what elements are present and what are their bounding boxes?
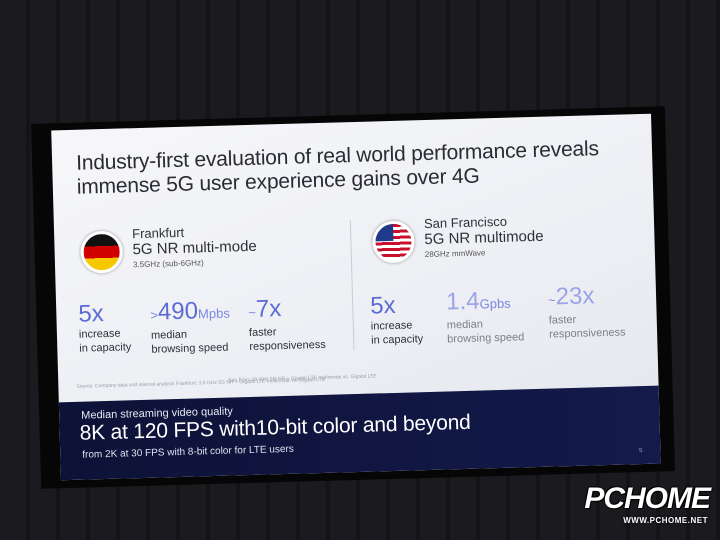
pchome-watermark: PCHOME WWW.PCHOME.NET xyxy=(575,482,711,530)
stat-value: ~7x xyxy=(248,295,282,323)
san-francisco-mode: 5G NR multimode xyxy=(424,227,544,249)
frankfurt-stat-responsiveness: ~7x faster responsiveness xyxy=(248,295,326,354)
frankfurt-mode: 5G NR multi-mode xyxy=(132,237,257,259)
watermark-logo: PCHOME xyxy=(584,482,711,515)
flag-canton xyxy=(374,223,394,242)
stat-label: median browsing speed xyxy=(150,328,229,356)
stat-label: median browsing speed xyxy=(446,318,525,346)
stat-value: ~23x xyxy=(547,282,595,311)
stat-label: increase in capacity xyxy=(78,327,132,355)
stat-label: faster responsiveness xyxy=(248,326,326,353)
frankfurt-city-name: Frankfurt xyxy=(131,224,185,242)
frankfurt-band: 3.5GHz (sub-6GHz) xyxy=(132,258,204,270)
sf-stat-responsiveness: ~23x faster responsiveness xyxy=(547,282,626,342)
sf-stat-speed: 1.4Gpbs median browsing speed xyxy=(446,287,525,346)
stat-label: increase in capacity xyxy=(370,319,424,347)
stat-value: 5x xyxy=(369,291,396,320)
tv-screen: Industry-first evaluation of real world … xyxy=(51,113,661,481)
sf-stat-capacity: 5x increase in capacity xyxy=(370,292,423,347)
germany-flag-icon xyxy=(80,230,124,274)
san-francisco-band: 28GHz mmWave xyxy=(424,248,486,260)
stat-value: 1.4Gpbs xyxy=(445,287,511,316)
stat-label: faster responsiveness xyxy=(548,313,626,341)
column-divider xyxy=(349,220,355,351)
watermark-url: WWW.PCHOME.NET xyxy=(623,516,708,525)
usa-flag-icon xyxy=(371,220,416,264)
stat-value: >490Mpbs xyxy=(150,297,231,326)
stat-value: 5x xyxy=(77,300,105,328)
slide-title: Industry-first evaluation of real world … xyxy=(75,137,600,199)
banner-footnote: from 2K at 30 FPS with 8-bit color for L… xyxy=(82,443,294,461)
frankfurt-stat-speed: >490Mpbs median browsing speed xyxy=(150,297,231,357)
frankfurt-stat-capacity: 5x increase in capacity xyxy=(78,300,131,355)
page-number: 5 xyxy=(638,448,643,455)
